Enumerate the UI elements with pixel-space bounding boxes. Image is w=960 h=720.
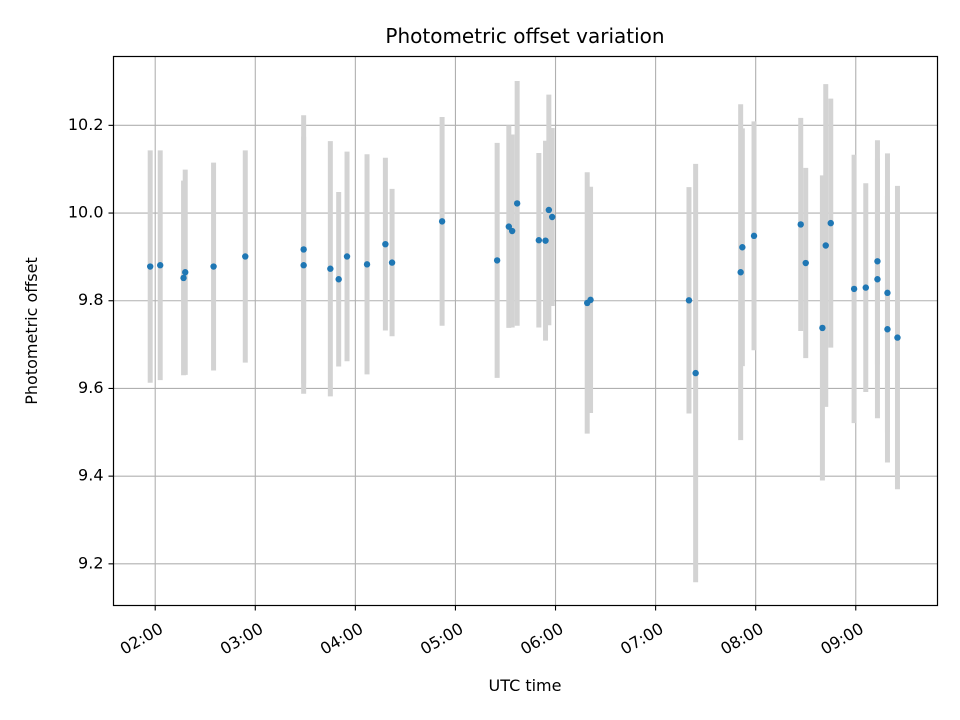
plot-area-frame bbox=[112, 55, 939, 607]
data-point bbox=[587, 296, 594, 304]
data-point bbox=[180, 274, 187, 282]
y-axis-label: Photometric offset bbox=[22, 257, 41, 405]
y-tick-label: 9.2 bbox=[78, 553, 103, 572]
data-point bbox=[242, 253, 249, 260]
data-point bbox=[438, 218, 446, 225]
data-point bbox=[157, 262, 164, 269]
data-point bbox=[508, 227, 516, 235]
data-point bbox=[862, 284, 869, 291]
data-point bbox=[513, 200, 521, 207]
x-axis-label: UTC time bbox=[489, 676, 562, 695]
chart-title: Photometric offset variation bbox=[385, 24, 664, 48]
data-point bbox=[542, 237, 549, 244]
y-tick-label: 9.6 bbox=[78, 378, 103, 397]
data-point bbox=[894, 334, 901, 341]
data-point bbox=[382, 240, 389, 248]
data-point bbox=[388, 259, 396, 266]
data-point bbox=[737, 269, 744, 276]
data-point bbox=[692, 369, 699, 377]
data-point bbox=[210, 263, 217, 270]
y-tick-label: 10.0 bbox=[68, 203, 104, 222]
data-point bbox=[535, 237, 543, 244]
data-point bbox=[850, 285, 858, 293]
data-point bbox=[335, 276, 342, 283]
y-tick-label: 9.8 bbox=[78, 290, 103, 309]
data-point bbox=[300, 262, 307, 269]
data-point bbox=[146, 263, 154, 270]
data-point bbox=[874, 258, 881, 265]
data-point bbox=[822, 242, 829, 249]
data-point bbox=[802, 259, 809, 267]
data-point bbox=[819, 324, 826, 332]
data-point bbox=[343, 253, 351, 260]
data-point bbox=[874, 276, 881, 283]
data-point bbox=[548, 213, 556, 221]
data-point bbox=[685, 297, 693, 304]
data-point bbox=[884, 326, 891, 333]
y-tick-label: 9.4 bbox=[78, 466, 103, 485]
data-point bbox=[363, 261, 371, 268]
data-point bbox=[505, 223, 513, 230]
data-point bbox=[493, 257, 501, 264]
data-point bbox=[827, 219, 834, 227]
data-points bbox=[146, 200, 901, 377]
data-point bbox=[797, 221, 804, 228]
y-tick-label: 10.2 bbox=[68, 115, 104, 134]
data-point bbox=[182, 269, 189, 276]
data-point bbox=[545, 206, 553, 214]
data-point bbox=[884, 289, 891, 297]
data-point bbox=[750, 232, 758, 240]
data-point bbox=[327, 265, 334, 272]
data-point bbox=[300, 246, 307, 253]
data-point bbox=[739, 244, 746, 251]
